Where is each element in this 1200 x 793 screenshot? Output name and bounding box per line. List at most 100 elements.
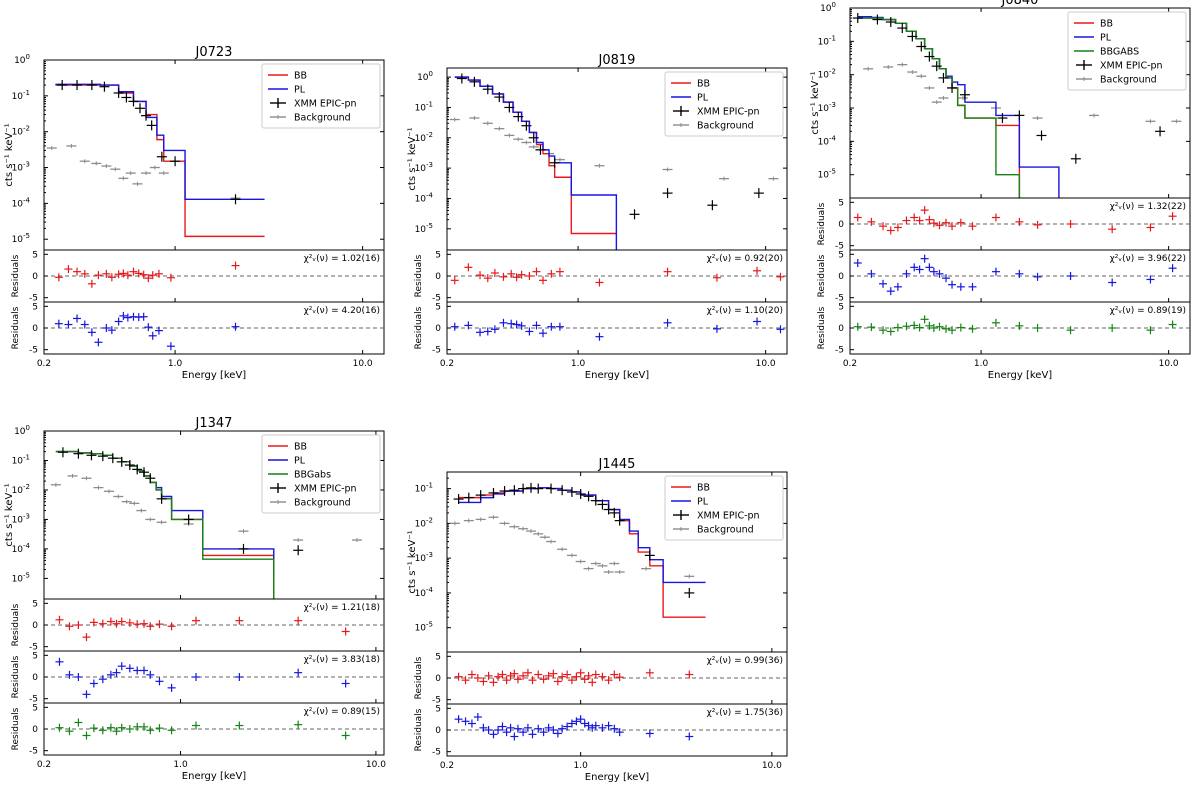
legend-label: XMM EPIC-pn [697,107,760,118]
chi2-label: χ²ᵥ(ν) = 3.83(18) [304,655,380,665]
residual-panel-pl: -5 0 5 Residuals χ²ᵥ(ν) = 3.96(22) [817,249,1191,304]
residual-panel-bb: -5 0 5 Residuals χ²ᵥ(ν) = 1.02(16) [11,249,385,304]
spectrum-plot [449,73,779,250]
chi2-label: χ²ᵥ(ν) = 0.89(15) [304,707,380,717]
chart-title: J0819 [598,53,636,68]
chi2-label: χ²ᵥ(ν) = 0.89(19) [1110,306,1186,316]
x-tick-label: 0.2 [843,359,857,369]
legend-label: BB [697,79,710,90]
x-tick-label: 1.0 [974,359,989,369]
res-y-axis-label: Residuals [817,254,827,297]
legend: BB PL XMM EPIC-pn Background [664,71,784,137]
res-y-axis-label: Residuals [414,306,424,349]
spectrum-plot [852,13,1182,198]
y-tick-label: 10-4 [818,134,837,147]
y-tick-exponent: -5 [426,621,433,629]
chart-title: J1347 [195,416,233,431]
res-y-tick-label: -5 [432,748,441,758]
legend-label: XMM EPIC-pn [294,484,357,495]
residual-panel-pl: -5 0 5 Residuals χ²ᵥ(ν) = 1.10(20) [414,301,788,356]
y-tick-label: 10-1 [415,100,433,113]
res-y-tick-label: 5 [838,302,844,312]
legend-label: Background [294,498,351,509]
x-tick-label: 10.0 [762,761,782,771]
chi2-label: χ²ᵥ(ν) = 1.32(22) [1110,202,1186,212]
chi2-label: χ²ᵥ(ν) = 0.92(20) [707,254,783,264]
res-y-tick-label: 0 [435,674,441,684]
legend-label: BB [1100,19,1113,30]
legend-label: BB [697,483,710,494]
res-y-tick-label: 0 [32,621,38,631]
legend-label: PL [294,456,306,467]
res-y-tick-label: 5 [838,198,844,208]
y-axis-label: cts s⁻¹ keV⁻¹ [810,71,821,134]
legend-label: XMM EPIC-pn [294,99,357,110]
x-tick-label: 10.0 [1159,359,1179,369]
y-tick-label: 10-4 [415,191,434,204]
x-tick-label: 0.2 [440,359,454,369]
y-tick-exponent: -4 [23,196,31,204]
chi2-label: χ²ᵥ(ν) = 1.02(16) [304,254,380,264]
res-y-tick-label: 5 [838,250,844,260]
y-tick-exponent: -4 [23,542,31,550]
res-y-tick-label: -5 [432,346,441,356]
legend-label: PL [1100,33,1112,44]
res-y-axis-label: Residuals [414,708,424,751]
chi2-label: χ²ᵥ(ν) = 0.99(36) [707,656,783,666]
y-tick-exponent: -3 [426,161,433,169]
x-tick-label: 10.0 [353,359,373,369]
legend-label: BB [294,442,307,453]
chi2-label: χ²ᵥ(ν) = 4.20(16) [304,306,380,316]
res-y-tick-label: 0 [838,272,844,282]
legend-label: BBGABS [1100,47,1139,58]
chi2-label: χ²ᵥ(ν) = 1.75(36) [707,708,783,718]
y-tick-exponent: -4 [426,586,434,594]
y-tick-label: 10-5 [415,621,433,634]
y-tick-label: 100 [14,53,30,66]
res-y-tick-label: -5 [432,294,441,304]
series-bbgabs-line [857,17,1021,198]
y-tick-label: 10-1 [12,453,30,466]
x-tick-label: 0.2 [37,760,51,770]
res-y-tick-label: -5 [835,242,844,252]
res-y-tick-label: -5 [29,695,38,705]
y-tick-exponent: -1 [426,100,433,108]
legend-label: XMM EPIC-pn [1100,61,1163,72]
res-y-tick-label: 0 [32,272,38,282]
res-y-tick-label: 5 [32,250,38,260]
y-tick-label: 10-2 [415,516,433,529]
y-tick-exponent: -1 [23,89,30,97]
res-y-axis-label: Residuals [11,306,21,349]
y-tick-exponent: -1 [829,34,836,42]
legend-label: BBGabs [294,470,331,481]
y-tick-label: 10-4 [12,196,31,209]
x-tick-label: 10.0 [756,359,776,369]
legend-label: PL [294,85,306,96]
spectrum-plot [449,482,706,618]
legend: BB PL BBGabs XMM EPIC-pn Background [261,434,381,514]
res-y-tick-label: 5 [32,651,38,661]
x-tick-label: 1.0 [168,359,183,369]
res-y-tick-label: -5 [432,696,441,706]
chart-title: J1445 [598,457,636,472]
res-y-axis-label: Residuals [11,603,21,646]
res-y-axis-label: Residuals [11,254,21,297]
legend-box [261,434,381,514]
res-y-tick-label: 0 [435,726,441,736]
res-y-axis-label: Residuals [11,707,21,750]
res-y-tick-label: 0 [32,324,38,334]
residual-panel-bb: -5 0 5 Residuals χ²ᵥ(ν) = 1.32(22) [817,197,1191,252]
x-tick-label: 10.0 [366,760,386,770]
y-tick-exponent: 0 [26,424,30,432]
legend-box [664,475,784,541]
x-tick-label: 0.2 [37,359,51,369]
series-pl-line [857,15,1060,198]
x-axis-label: Energy [keV] [585,370,650,381]
series-pl-line [55,83,265,200]
y-tick-exponent: -3 [23,161,30,169]
legend-label: PL [697,93,709,104]
y-tick-exponent: -5 [23,571,30,579]
legend: BB PL XMM EPIC-pn Background [261,63,381,129]
